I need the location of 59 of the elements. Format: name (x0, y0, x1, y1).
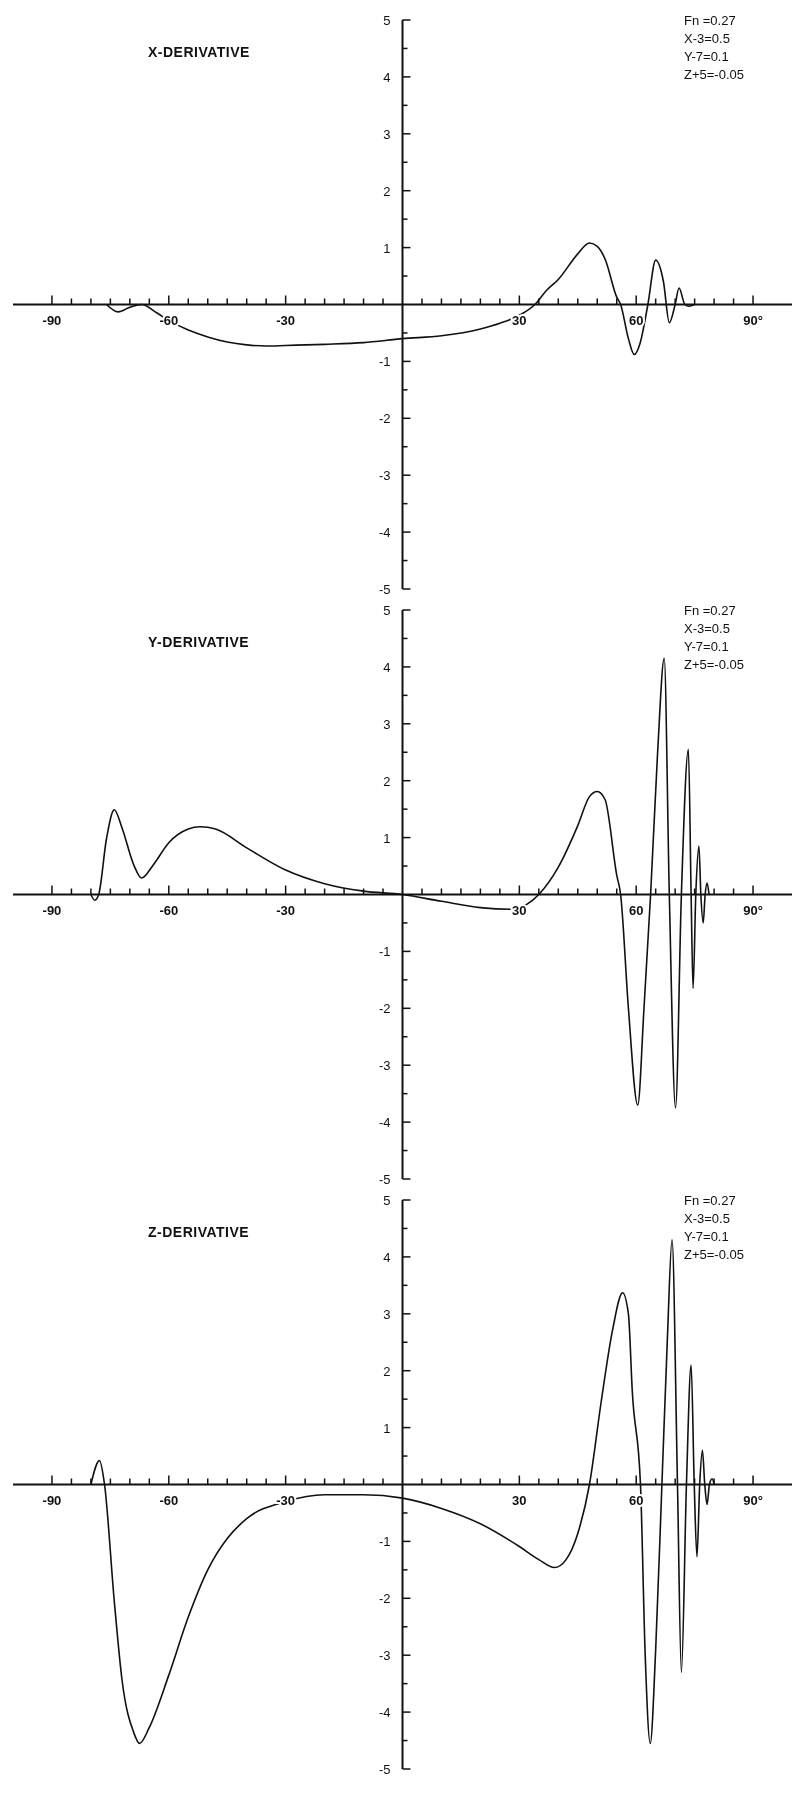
x-tick-label: -90 (42, 312, 62, 328)
y-tick-label: -5 (378, 1762, 391, 1777)
annotation: Z+5=-0.05 (684, 66, 744, 84)
annotation: X-3=0.5 (684, 620, 731, 638)
y-tick-label: -3 (378, 468, 391, 484)
text: X-DERIVATIVE (148, 44, 250, 60)
text: Z-DERIVATIVE (148, 1224, 250, 1240)
y-tick-label: -1 (378, 1534, 391, 1550)
y-tick-label: -1 (378, 944, 391, 960)
annotation: Z+5=-0.05 (684, 656, 744, 674)
x-tick-label: -90 (42, 1492, 62, 1508)
y-tick-label: -3 (378, 1648, 391, 1664)
y-tick-label: -4 (378, 1705, 391, 1721)
annotation: X-3=0.5 (684, 1210, 731, 1228)
y-tick-label: 4 (383, 1249, 391, 1265)
annotation: Z+5=-0.05 (684, 1246, 744, 1264)
y-tick-label: -5 (378, 582, 391, 597)
x-tick-label: -30 (276, 312, 296, 328)
y-tick-label: 5 (383, 13, 391, 28)
x-tick-label: -30 (276, 902, 296, 918)
y-tick-label: 5 (383, 1193, 391, 1208)
y-tick-label: -2 (378, 1001, 391, 1017)
y-tick-label: 2 (383, 1363, 391, 1379)
y-tick-label: -4 (378, 1115, 391, 1131)
x-tick-label: 90° (743, 1492, 763, 1508)
annotation: Fn =0.27 (684, 602, 737, 620)
annotation: Fn =0.27 (684, 12, 737, 30)
y-tick-label: 5 (383, 603, 391, 618)
annotation: Y-7=0.1 (684, 638, 730, 656)
x-tick-label: 60 (628, 902, 644, 918)
y-tick-label: 3 (383, 1306, 391, 1322)
y-tick-label: 2 (383, 183, 391, 199)
x-tick-label: -90 (42, 902, 62, 918)
y-tick-label: 3 (383, 716, 391, 732)
y-tick-label: 1 (383, 240, 391, 256)
x-tick-label: -60 (159, 902, 179, 918)
y-tick-label: -1 (378, 354, 391, 370)
y-tick-label: -5 (378, 1172, 391, 1187)
y-tick-label: -4 (378, 525, 391, 541)
y-tick-label: 1 (383, 1420, 391, 1436)
annotation: Y-7=0.1 (684, 48, 730, 66)
x-tick-label: 90° (743, 312, 763, 328)
y-tick-label: 3 (383, 126, 391, 142)
x-tick-label: 30 (512, 1492, 527, 1508)
x-tick-label: 60 (628, 312, 644, 328)
x-tick-label: 30 (512, 312, 527, 328)
text: Y-DERIVATIVE (148, 634, 250, 650)
y-tick-label: 4 (383, 69, 391, 85)
y-tick-label: 4 (383, 659, 391, 675)
y-tick-label: -2 (378, 1591, 391, 1607)
annotation: Fn =0.27 (684, 1192, 737, 1210)
y-tick-label: -3 (378, 1058, 391, 1074)
annotation: Y-7=0.1 (684, 1228, 730, 1246)
x-tick-label: -60 (159, 1492, 179, 1508)
y-tick-label: 2 (383, 773, 391, 789)
y-tick-label: -2 (378, 411, 391, 427)
x-tick-label: 90° (743, 902, 763, 918)
y-tick-label: 1 (383, 830, 391, 846)
annotation: X-3=0.5 (684, 30, 731, 48)
